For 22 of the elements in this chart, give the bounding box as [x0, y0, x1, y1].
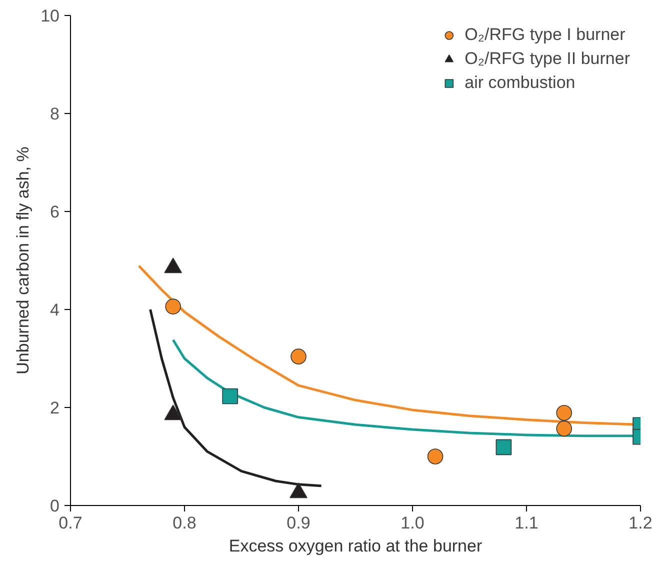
x-tick-label: 0.9: [286, 514, 310, 532]
y-tick-label: 6: [50, 202, 60, 222]
x-tick-label: 0.8: [172, 514, 196, 532]
legend-label: air combustion: [464, 73, 576, 93]
y-axis-title: Unburned carbon in fly ash, %: [14, 146, 33, 374]
point: [556, 420, 572, 436]
x-tick-label: 1.1: [514, 514, 538, 532]
x-axis-title: Excess oxygen ratio at the burner: [228, 536, 482, 556]
legend-label: O₂/RFG type II burner: [464, 49, 630, 69]
y-tick-label: 4: [50, 300, 60, 320]
point: [165, 298, 181, 314]
y-tick-label: 0: [50, 496, 60, 516]
x-tick-label: 1.0: [400, 514, 424, 532]
point: [290, 348, 306, 364]
point: [427, 448, 444, 464]
y-tick-label: 8: [50, 104, 60, 124]
x-tick-label: 1.2: [628, 514, 652, 532]
y-tick-label: 10: [40, 6, 60, 26]
point: [556, 405, 572, 421]
y-tick-label: 2: [50, 398, 60, 418]
x-tick-label: 0.7: [58, 514, 82, 532]
legend-label: O₂/RFG type I burner: [464, 25, 626, 45]
